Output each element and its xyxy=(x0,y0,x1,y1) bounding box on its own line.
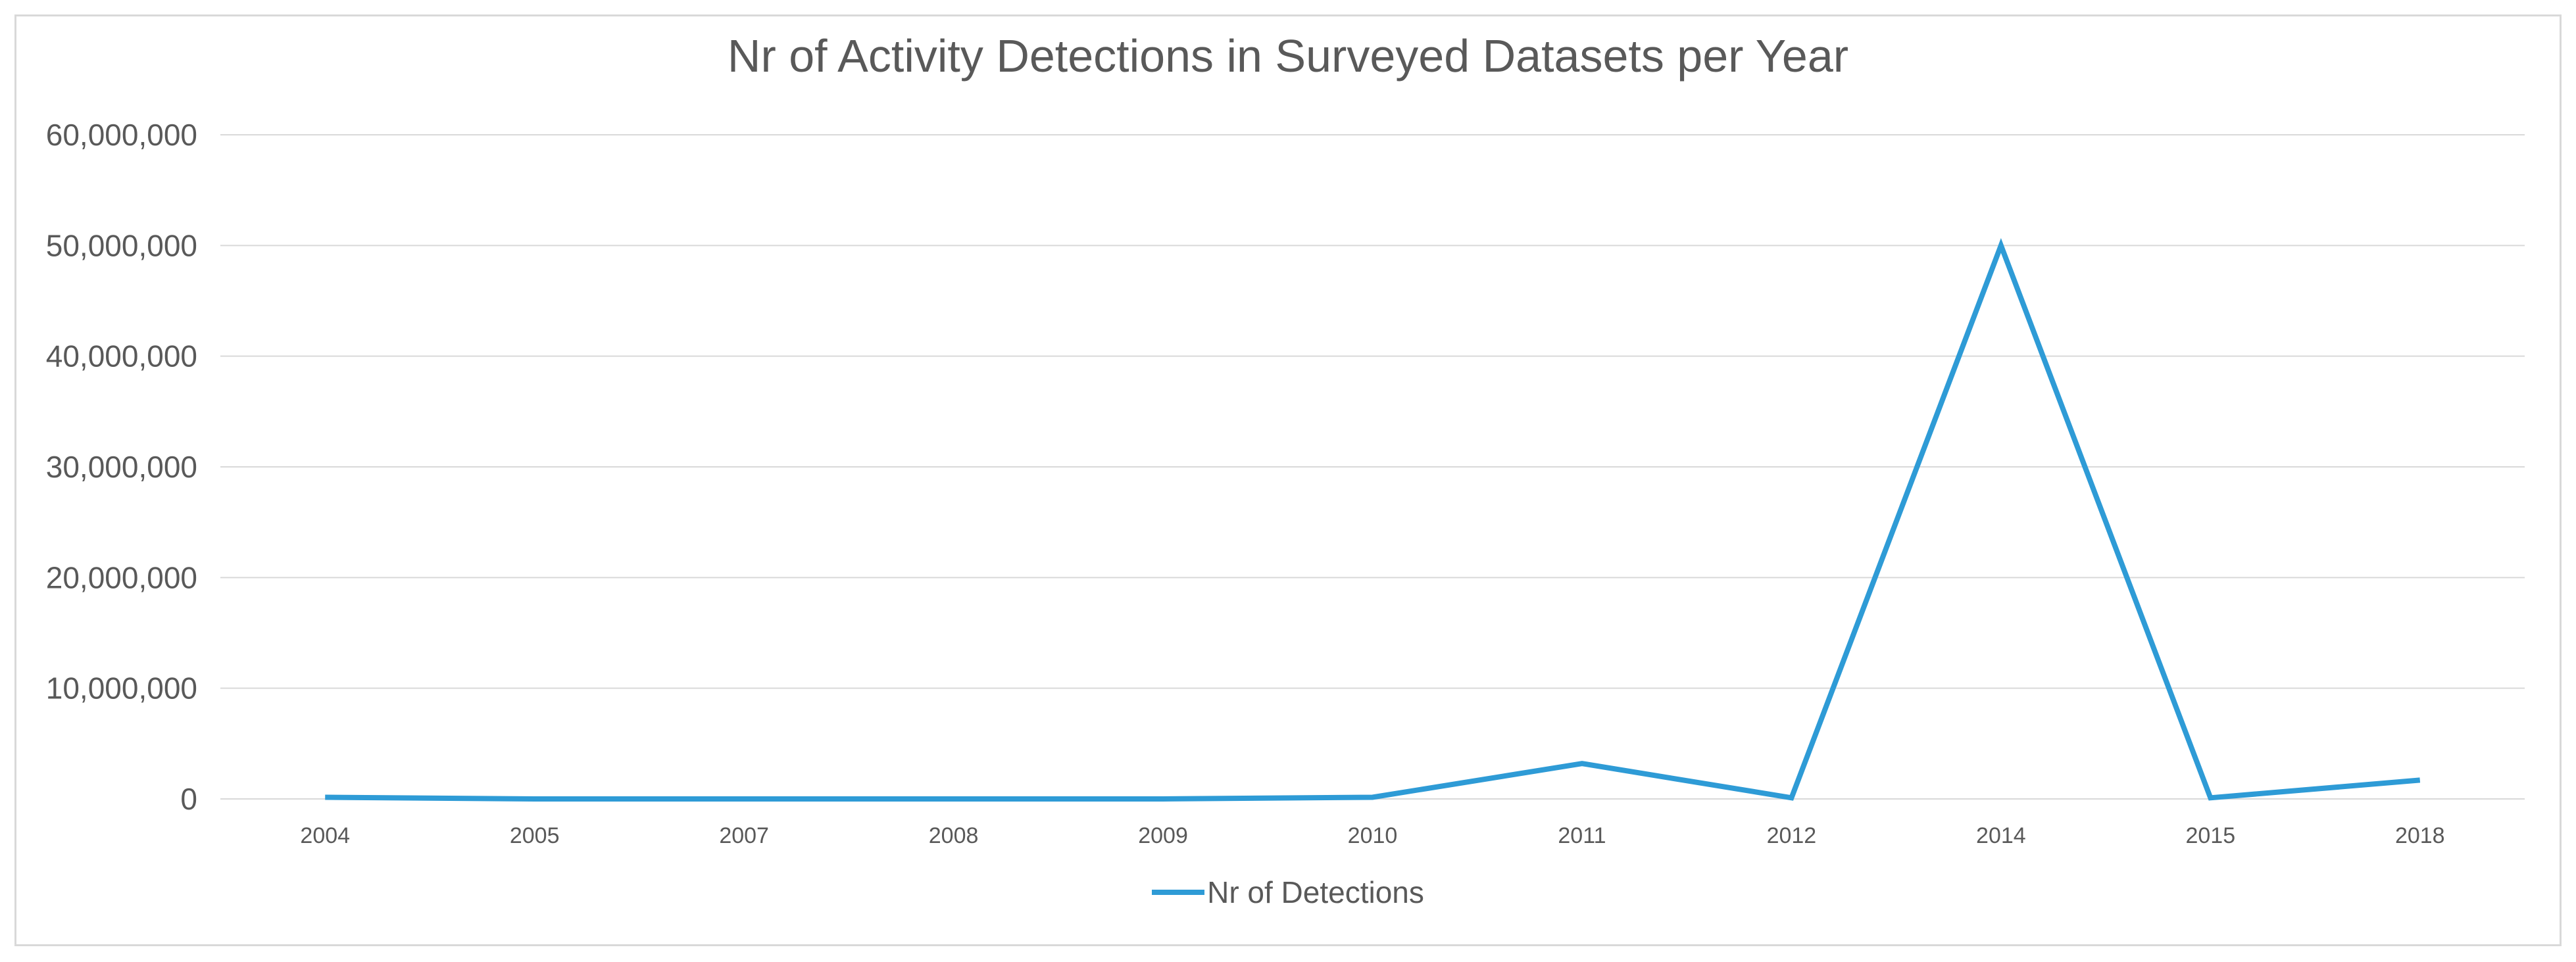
y-axis-tick-labels: 0 10,000,000 20,000,000 30,000,000 40,000,00… xyxy=(46,118,197,816)
x-tick-label: 2005 xyxy=(510,823,560,848)
x-tick-label: 2014 xyxy=(1976,823,2026,848)
y-tick-label: 20,000,000 xyxy=(46,560,197,594)
x-tick-label: 2010 xyxy=(1348,823,1398,848)
legend: Nr of Detections xyxy=(0,875,2576,910)
x-tick-label: 2015 xyxy=(2185,823,2235,848)
legend-swatch xyxy=(1152,890,1205,895)
y-tick-label: 30,000,000 xyxy=(46,450,197,484)
chart-frame xyxy=(14,14,2562,946)
y-tick-label: 60,000,000 xyxy=(46,118,197,152)
series-lines xyxy=(325,238,2421,802)
x-tick-label: 2004 xyxy=(300,823,350,848)
y-tick-label: 10,000,000 xyxy=(46,671,197,706)
chart-title: Nr of Activity Detections in Surveyed Da… xyxy=(727,30,1849,82)
x-tick-label: 2012 xyxy=(1767,823,1817,848)
x-tick-label: 2011 xyxy=(1558,823,1606,848)
series-line-0 xyxy=(325,238,2421,802)
gridlines xyxy=(220,134,2525,800)
x-tick-label: 2009 xyxy=(1138,823,1188,848)
x-tick-label: 2007 xyxy=(719,823,769,848)
y-tick-label: 40,000,000 xyxy=(46,339,197,373)
x-axis-tick-labels: 2004 2005 2007 2008 2009 2010 2011 2012 2014 2015… xyxy=(300,823,2444,848)
legend-label: Nr of Detections xyxy=(1207,875,1424,909)
x-tick-label: 2018 xyxy=(2395,823,2445,848)
y-tick-label: 50,000,000 xyxy=(46,228,197,262)
x-tick-label: 2008 xyxy=(929,823,979,848)
y-tick-label: 0 xyxy=(180,782,197,816)
